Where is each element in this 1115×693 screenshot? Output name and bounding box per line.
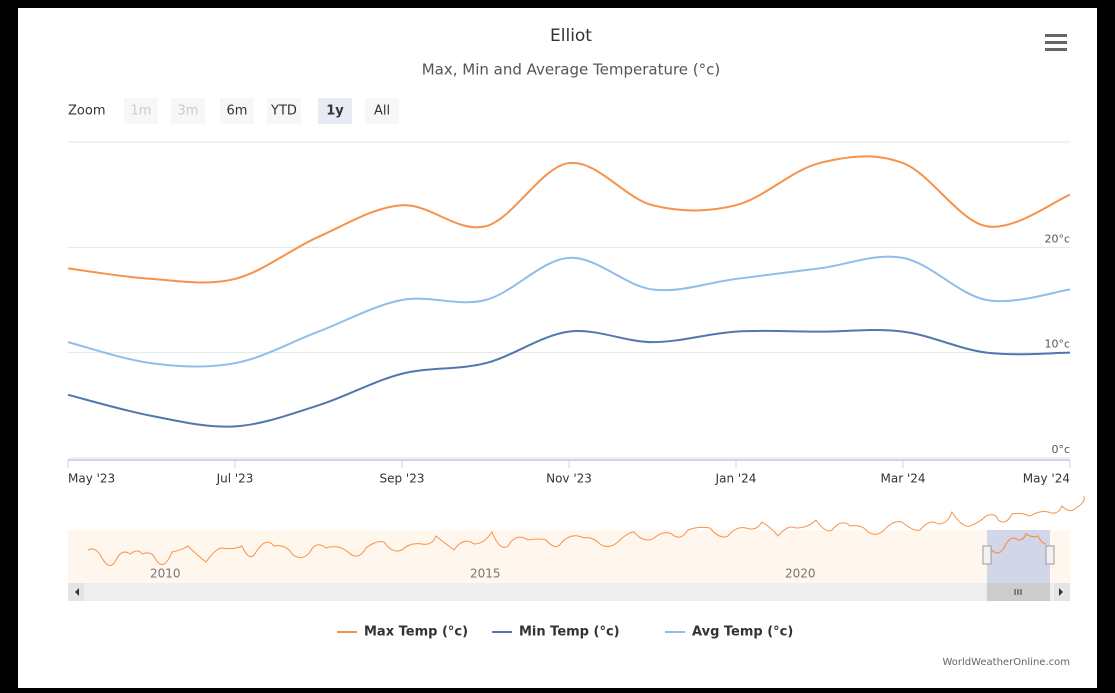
x-tick-label: Nov '23 xyxy=(546,472,592,486)
navigator-label: 2010 xyxy=(150,567,181,581)
x-tick-label: May '23 xyxy=(68,472,115,486)
arrow xyxy=(1059,588,1063,596)
legend-label[interactable]: Avg Temp (°c) xyxy=(692,625,793,640)
zoom-button-label: YTD xyxy=(270,104,297,119)
x-tick-label: Jul '23 xyxy=(216,472,254,486)
zoom-button[interactable] xyxy=(365,98,399,124)
line xyxy=(67,255,1071,368)
zoom-button-label: All xyxy=(374,104,390,119)
y-tick-label: 0°c xyxy=(1051,443,1070,456)
y-tick-label: 20°c xyxy=(1044,232,1070,245)
x-tick-label: Sep '23 xyxy=(380,472,425,486)
navigator-bg xyxy=(68,530,1070,583)
navigator-label: 2015 xyxy=(470,567,501,581)
x-tick-label: Jan '24 xyxy=(715,472,757,486)
x-tick-label: May '24 xyxy=(1023,472,1070,486)
legend-label[interactable]: Max Temp (°c) xyxy=(364,625,468,640)
navigator-line xyxy=(989,533,1047,554)
thumb-grip xyxy=(1014,589,1022,595)
navigator-label: 2020 xyxy=(785,567,816,581)
credit: WorldWeatherOnline.com xyxy=(942,657,1070,668)
menu-button[interactable] xyxy=(1045,34,1067,51)
zoom-button-label: 3m xyxy=(178,104,199,119)
line xyxy=(67,329,1071,428)
navigator-handle[interactable] xyxy=(982,545,992,565)
zoom-button[interactable] xyxy=(267,98,301,124)
navigator-line xyxy=(87,495,1085,566)
legend-label[interactable]: Min Temp (°c) xyxy=(519,625,620,640)
zoom-button-label: 1y xyxy=(326,104,344,119)
x-tick-label: Mar '24 xyxy=(880,472,925,486)
chart-subtitle: Max, Min and Average Temperature (°c) xyxy=(422,61,721,79)
zoom-label: Zoom xyxy=(68,104,105,119)
scrollbar-track[interactable] xyxy=(68,583,1070,601)
zoom-button[interactable] xyxy=(124,98,158,124)
line xyxy=(67,155,1071,284)
menu-bar xyxy=(1045,48,1067,51)
y-tick-label: 10°c xyxy=(1044,338,1070,351)
navigator-handle[interactable] xyxy=(1045,545,1055,565)
arrow xyxy=(75,588,79,596)
menu-bar xyxy=(1045,41,1067,44)
zoom-button-label: 1m xyxy=(131,104,152,119)
zoom-button[interactable] xyxy=(220,98,254,124)
menu-bar xyxy=(1045,34,1067,37)
navigator-window[interactable] xyxy=(987,530,1050,583)
zoom-button[interactable] xyxy=(318,98,352,124)
zoom-button[interactable] xyxy=(171,98,205,124)
zoom-button-label: 6m xyxy=(227,104,248,119)
chart-title: Elliot xyxy=(550,26,592,46)
